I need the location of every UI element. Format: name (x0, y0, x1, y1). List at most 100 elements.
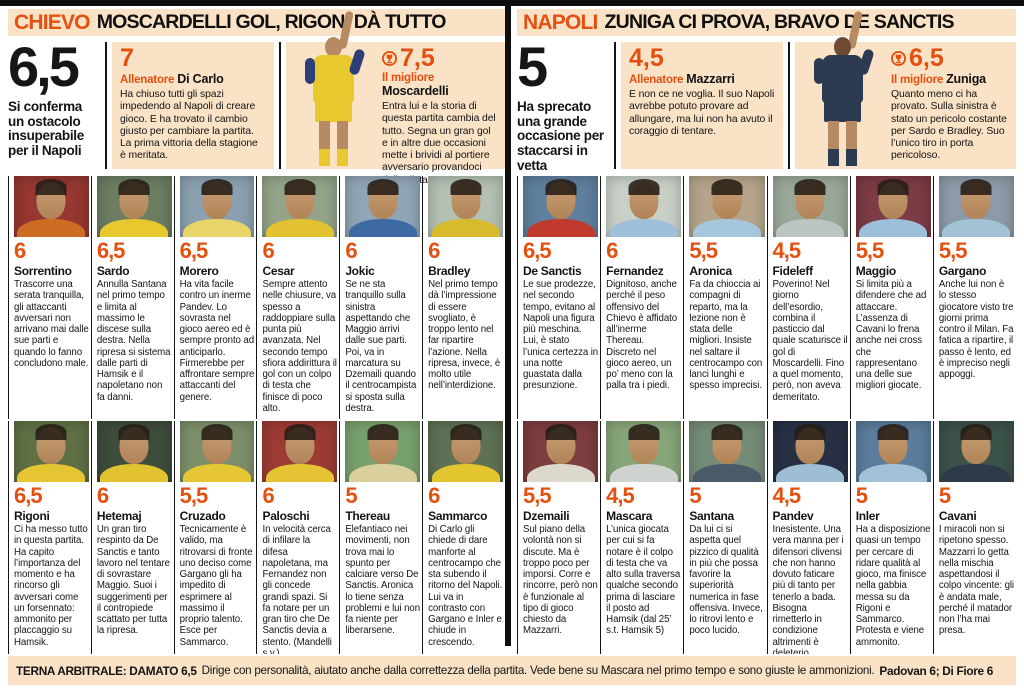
player-card: 5 Santana Da lui ci si aspetta quel pizz… (683, 421, 766, 654)
player-name: Inler (855, 509, 880, 523)
player-name: Mascara (606, 509, 653, 523)
napoli-team-comment: Ha sprecato una grande occasione per sta… (517, 99, 604, 173)
player-photo (14, 421, 89, 482)
player-rating: 6 (428, 238, 440, 263)
player-comment: Tecnicamente è valido, ma ritrovarsi di … (179, 524, 253, 648)
best-comment: Entra lui e la storia di questa partita … (382, 101, 496, 186)
player-comment: Ha vita facile contro un inerme Pandev. … (179, 279, 255, 403)
napoli-players-row2: 5,5 Dzemaili Sul piano della volontà non… (517, 421, 1016, 654)
vertical-rule (788, 42, 790, 169)
napoli-section: NAPOLI ZUNIGA CI PROVA, BRAVO DE SANCTIS… (517, 6, 1016, 654)
player-comment: Ha a disposizione quasi un tempo per cer… (855, 524, 931, 648)
player-name: Gargano (938, 264, 987, 278)
chievo-summary-row: 6,5 Si conferma un ostacolo insuperabile… (8, 10, 505, 186)
player-card: 5 Inler Ha a disposizione quasi un tempo… (849, 421, 933, 654)
player-rating: 6 (345, 238, 357, 263)
best-rating-line: 6,5 (891, 46, 1008, 71)
napoli-coach-block: 4,5 Allenatore Mazzarri E non ce ne vogl… (621, 42, 783, 169)
player-name: Santana (689, 509, 734, 523)
player-photo (96, 421, 172, 482)
player-name: Dzemaili (523, 509, 570, 523)
player-comment: Un gran tiro respinto da De Sanctis e ta… (96, 524, 170, 637)
player-comment: Da lui ci si aspetta quel pizzico di qua… (689, 524, 763, 637)
player-comment: Trascorre una serata tranquilla, gli att… (14, 279, 89, 369)
player-comment: Sempre attento nelle chiusure, va spesso… (262, 279, 337, 414)
player-photo (689, 176, 765, 237)
referee-lead: TERNA ARBITRALE: DAMATO 6,5 (16, 663, 197, 678)
player-photo (428, 176, 503, 237)
player-card: 6 Sammarco Di Carlo gli chiede di dare m… (422, 421, 505, 654)
player-comment: Di Carlo gli chiede di dare manforte al … (428, 524, 503, 648)
chievo-header-band: CHIEVO MOSCARDELLI GOL, RIGONI DÀ TUTTO (8, 9, 505, 36)
player-card: 6 Cesar Sempre attento nelle chiusure, v… (256, 176, 339, 419)
chievo-team-name: CHIEVO (14, 10, 91, 34)
player-comment: Nel primo tempo dà l’impressione di esse… (428, 279, 501, 392)
chievo-team-score: 6,5 Si conferma un ostacolo insuperabile… (8, 38, 100, 169)
coach-comment: Ha chiuso tutti gli spazi impedendo al N… (120, 89, 258, 162)
player-card: 6 Paloschi In velocità cerca di infilare… (256, 421, 339, 654)
coach-name: Mazzarri (686, 72, 735, 86)
player-photo (938, 176, 1015, 237)
player-rating: 6 (606, 238, 618, 263)
player-photo (855, 176, 931, 237)
player-photo (606, 176, 682, 237)
player-name: Pandev (772, 509, 814, 523)
player-rating: 5,5 (938, 238, 968, 263)
coach-comment: E non ce ne voglia. Il suo Napoli avrebb… (629, 89, 775, 137)
player-photo (938, 421, 1015, 482)
player-card: 6,5 Sardo Annulla Santana nel primo temp… (90, 176, 174, 419)
napoli-headline: ZUNIGA CI PROVA, BRAVO DE SANCTIS (604, 11, 955, 33)
player-name: Paloschi (262, 509, 310, 523)
best-rating: 6,5 (909, 44, 944, 72)
center-divider (505, 6, 511, 646)
best-role-label: Il migliore (382, 72, 435, 84)
best-player-name: Moscardelli (382, 84, 449, 98)
player-rating: 4,5 (772, 483, 802, 508)
chievo-players-row1: 6 Sorrentino Trascorre una serata tranqu… (8, 176, 505, 419)
player-name: Cesar (262, 264, 295, 278)
chievo-coach-block: 7 Allenatore Di Carlo Ha chiuso tutti gl… (112, 42, 274, 169)
player-comment: Poverino! Nel giorno dell’esordio, combi… (772, 279, 848, 403)
best-role-label: Il migliore (891, 74, 944, 86)
best-rating: 7,5 (400, 44, 435, 72)
player-name: Cavani (938, 509, 977, 523)
player-card: 5 Thereau Elefantiaco nei movimenti, non… (339, 421, 422, 654)
player-photo (428, 421, 503, 482)
top-black-bar (0, 0, 1024, 6)
player-card: 5 Cavani I miracoli non si ripetono spes… (932, 421, 1016, 654)
chievo-section: CHIEVO MOSCARDELLI GOL, RIGONI DÀ TUTTO … (8, 6, 505, 654)
best-comment: Quanto meno ci ha provato. Sulla sinistr… (891, 89, 1007, 162)
coach-role-label: Allenatore (120, 74, 175, 86)
player-rating: 6 (262, 483, 274, 508)
player-comment: Annulla Santana nel primo tempo e limita… (96, 279, 171, 403)
player-name: Maggio (855, 264, 897, 278)
player-card: 6,5 De Sanctis Le sue prodezze, nel seco… (517, 176, 600, 419)
coach-rating: 4,5 (629, 44, 664, 72)
player-name: Bradley (428, 264, 471, 278)
player-name: Aronica (689, 264, 732, 278)
coach-rating: 7 (120, 44, 134, 72)
player-name: Jokic (345, 264, 375, 278)
player-rating: 6 (14, 238, 26, 263)
player-photo (262, 176, 338, 237)
player-photo (523, 421, 599, 482)
player-comment: In velocità cerca di infilare la difesa … (262, 524, 332, 654)
player-photo (179, 176, 255, 237)
player-comment: Si limita più a difendere che ad attacca… (855, 279, 927, 392)
player-comment: I miracoli non si ripetono spesso. Mazza… (938, 524, 1014, 637)
player-photo (523, 176, 599, 237)
player-card: 6 Fernandez Dignitoso, anche perché il p… (600, 176, 683, 419)
player-photo (179, 421, 255, 482)
player-comment: Le sue prodezze, nel secondo tempo, evit… (523, 279, 599, 392)
coach-role-line: Allenatore Di Carlo (120, 72, 266, 86)
player-card: 6,5 Morero Ha vita facile contro un iner… (173, 176, 257, 419)
player-rating: 6,5 (96, 238, 126, 263)
player-photo (96, 176, 172, 237)
referee-bar: TERNA ARBITRALE: DAMATO 6,5 Dirige con p… (8, 656, 1016, 685)
player-name: Fideleff (772, 264, 814, 278)
player-rating: 6 (262, 238, 274, 263)
napoli-summary-row: 5 Ha sprecato una grande occasione per s… (517, 10, 1016, 172)
player-card: 5,5 Cruzado Tecnicamente è valido, ma ri… (173, 421, 257, 654)
player-photo (14, 176, 89, 237)
